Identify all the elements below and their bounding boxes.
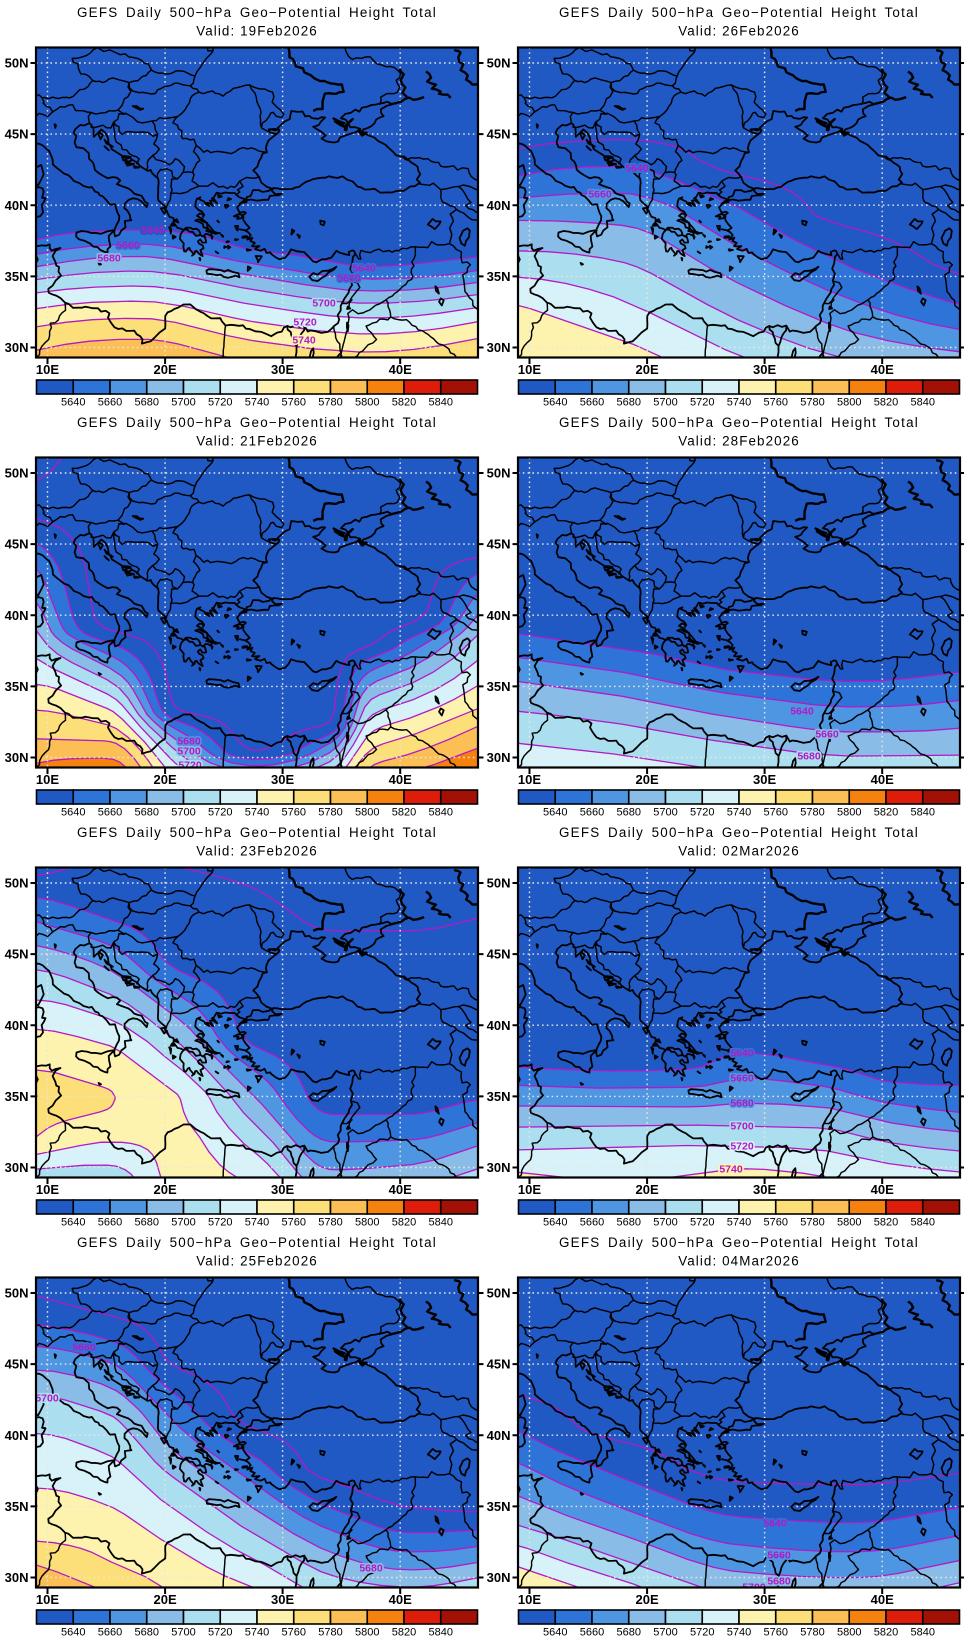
svg-text:Valid: 21Feb2026: Valid: 21Feb2026 bbox=[196, 434, 318, 449]
svg-text:5740: 5740 bbox=[719, 1164, 743, 1176]
svg-text:5640: 5640 bbox=[141, 225, 165, 237]
svg-text:5640: 5640 bbox=[790, 706, 814, 718]
svg-text:5660: 5660 bbox=[116, 240, 140, 252]
svg-text:5660: 5660 bbox=[730, 1073, 754, 1085]
svg-text:5660: 5660 bbox=[337, 273, 361, 285]
svg-text:5640: 5640 bbox=[763, 1518, 787, 1530]
svg-text:5660: 5660 bbox=[767, 1550, 791, 1562]
svg-text:5680: 5680 bbox=[177, 736, 201, 748]
svg-text:5720: 5720 bbox=[178, 760, 202, 772]
svg-text:GEFS Daily 500−hPa Geo−Potenti: GEFS Daily 500−hPa Geo−Potential Height … bbox=[77, 415, 437, 430]
svg-text:5640: 5640 bbox=[625, 163, 649, 175]
svg-text:GEFS Daily 500−hPa Geo−Potenti: GEFS Daily 500−hPa Geo−Potential Height … bbox=[559, 1235, 919, 1250]
svg-text:Valid: 23Feb2026: Valid: 23Feb2026 bbox=[196, 844, 318, 859]
svg-text:5680: 5680 bbox=[97, 253, 121, 265]
svg-text:5680: 5680 bbox=[797, 751, 821, 763]
svg-text:5680: 5680 bbox=[359, 1563, 383, 1575]
svg-text:5700: 5700 bbox=[742, 1582, 766, 1594]
svg-text:5700: 5700 bbox=[312, 298, 336, 310]
svg-text:5640: 5640 bbox=[730, 1048, 754, 1060]
svg-text:GEFS Daily 500−hPa Geo−Potenti: GEFS Daily 500−hPa Geo−Potential Height … bbox=[559, 415, 919, 430]
svg-text:5660: 5660 bbox=[815, 729, 839, 741]
svg-text:Valid: 26Feb2026: Valid: 26Feb2026 bbox=[678, 24, 800, 39]
svg-text:5720: 5720 bbox=[730, 1141, 754, 1153]
svg-text:GEFS Daily 500−hPa Geo−Potenti: GEFS Daily 500−hPa Geo−Potential Height … bbox=[559, 5, 919, 20]
svg-text:5680: 5680 bbox=[730, 1098, 754, 1110]
svg-text:Valid: 19Feb2026: Valid: 19Feb2026 bbox=[196, 24, 318, 39]
svg-text:5660: 5660 bbox=[72, 1342, 96, 1354]
svg-text:Valid: 28Feb2026: Valid: 28Feb2026 bbox=[678, 434, 800, 449]
svg-text:GEFS Daily 500−hPa Geo−Potenti: GEFS Daily 500−hPa Geo−Potential Height … bbox=[559, 825, 919, 840]
svg-text:5740: 5740 bbox=[292, 335, 316, 347]
svg-text:5700: 5700 bbox=[730, 1121, 754, 1133]
svg-text:Valid: 02Mar2026: Valid: 02Mar2026 bbox=[678, 844, 800, 859]
svg-text:5680: 5680 bbox=[767, 1576, 791, 1588]
svg-text:Valid: 04Mar2026: Valid: 04Mar2026 bbox=[678, 1254, 800, 1269]
svg-text:GEFS Daily 500−hPa Geo−Potenti: GEFS Daily 500−hPa Geo−Potential Height … bbox=[77, 1235, 437, 1250]
svg-text:5700: 5700 bbox=[35, 1393, 59, 1405]
svg-text:5640: 5640 bbox=[352, 263, 376, 275]
svg-text:GEFS Daily 500−hPa Geo−Potenti: GEFS Daily 500−hPa Geo−Potential Height … bbox=[77, 825, 437, 840]
svg-text:5660: 5660 bbox=[588, 189, 612, 201]
svg-text:5720: 5720 bbox=[293, 317, 317, 329]
svg-text:Valid: 25Feb2026: Valid: 25Feb2026 bbox=[196, 1254, 318, 1269]
svg-text:5700: 5700 bbox=[177, 746, 201, 758]
svg-text:GEFS Daily 500−hPa Geo−Potenti: GEFS Daily 500−hPa Geo−Potential Height … bbox=[77, 5, 437, 20]
